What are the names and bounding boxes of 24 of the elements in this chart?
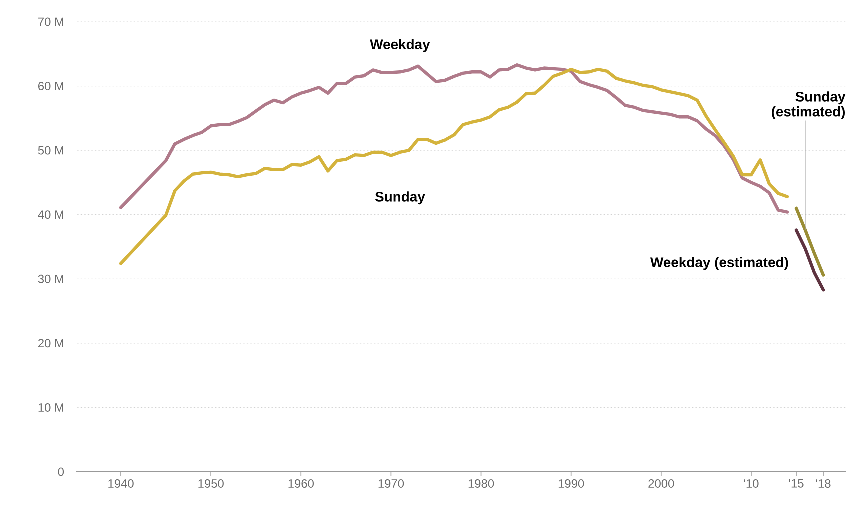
line-series: [794, 206, 826, 277]
x-tick-label: 1980: [468, 480, 494, 488]
series-label: Weekday (estimated): [650, 257, 788, 270]
y-tick-label: 10 M: [38, 403, 64, 412]
x-tick-label: 1990: [558, 480, 584, 488]
x-tick-label: 1970: [378, 480, 404, 488]
y-tick-label: 20 M: [38, 339, 64, 348]
series-label: Weekday: [370, 39, 430, 52]
x-tick-label: 1950: [198, 480, 224, 488]
y-tick-label: 60 M: [38, 82, 64, 91]
x-tick-label: 1960: [288, 480, 314, 488]
x-tick-label: 1940: [108, 480, 134, 488]
y-tick-label: 40 M: [38, 210, 64, 220]
x-tick-label: '18: [816, 480, 831, 488]
x-tick-label: '10: [744, 480, 759, 488]
y-tick-label: 70 M: [38, 18, 64, 26]
text: Sunday: [375, 192, 426, 205]
x-tick-label: '15: [789, 480, 804, 488]
y-tick-label: 30 M: [38, 274, 64, 284]
x-tick-label: 2000: [648, 480, 674, 488]
y-tick-label: 50 M: [38, 146, 64, 155]
text: Sunday (estimated): [772, 92, 846, 120]
y-tick-label: 0: [58, 468, 64, 476]
line-series: [794, 228, 826, 292]
